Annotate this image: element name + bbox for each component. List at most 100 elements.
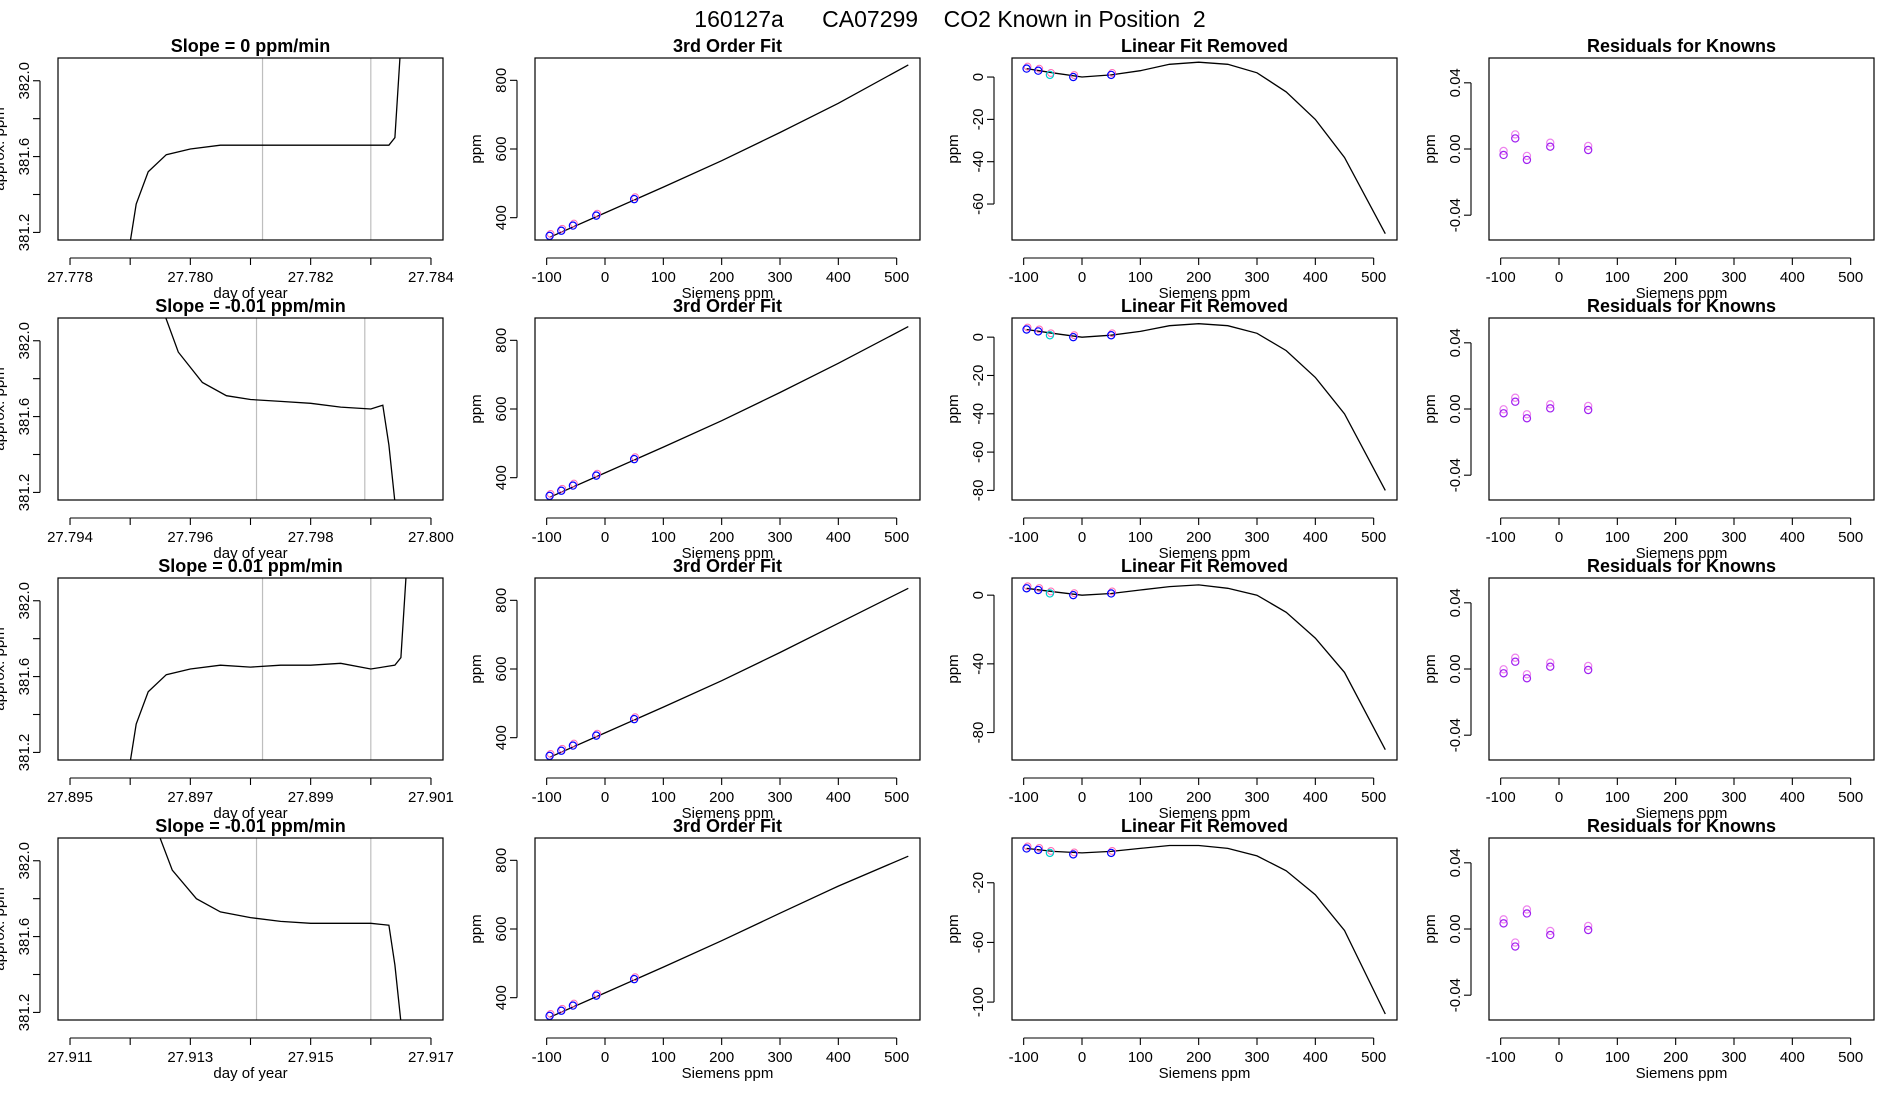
x-tick-label: -100 — [1486, 789, 1516, 806]
data-point — [1522, 155, 1532, 165]
panel-title: 3rd Order Fit — [673, 816, 782, 836]
panel-2-4: Residuals for Knowns -100 0 100 200 300 400 500… — [1422, 296, 1875, 562]
y-tick-label: 381.6 — [16, 398, 33, 436]
data-point — [1522, 909, 1532, 918]
x-tick-label: 300 — [1244, 1049, 1269, 1066]
x-axis-label: Siemens ppm — [682, 1065, 774, 1082]
x-tick-label: -100 — [532, 1049, 562, 1066]
x-tick-label: 300 — [1721, 269, 1746, 286]
y-axis-label: ppm — [468, 914, 485, 943]
y-axis-label: ppm — [1422, 654, 1439, 683]
x-tick-label: 500 — [884, 1049, 909, 1066]
panel-title: Linear Fit Removed — [1121, 556, 1288, 576]
data-point — [1499, 409, 1508, 418]
data-point — [629, 194, 639, 204]
y-tick-label: 800 — [493, 68, 510, 93]
plot-frame — [57, 837, 444, 1021]
data-point-secondary — [1499, 665, 1508, 674]
y-axis-label: approx. ppm — [0, 367, 8, 450]
data-point — [1499, 150, 1508, 160]
panel-title: Slope = 0.01 ppm/min — [158, 556, 343, 576]
y-axis-label: ppm — [468, 134, 485, 163]
x-tick-label: -100 — [1486, 269, 1516, 286]
x-tick-label: 100 — [1605, 529, 1630, 546]
data-point-secondary — [1499, 915, 1508, 924]
y-tick-label: -80 — [970, 480, 987, 502]
x-tick-label: 300 — [1244, 269, 1269, 286]
x-tick-label: -100 — [1009, 529, 1039, 546]
panel-4-3: Linear Fit Removed -100 0 100 200 300 400 500 Si… — [945, 816, 1398, 1082]
x-tick-label: 100 — [651, 1049, 676, 1066]
x-tick-label: -100 — [1486, 1049, 1516, 1066]
data-point — [1106, 589, 1116, 598]
data-point — [1069, 332, 1078, 342]
x-axis-label: Siemens ppm — [1636, 285, 1728, 302]
data-point-secondary — [1546, 400, 1555, 409]
y-tick-label: 382.0 — [16, 322, 33, 360]
plot-frame — [1011, 57, 1398, 241]
data-point — [1106, 331, 1116, 340]
y-tick-label: 400 — [493, 205, 510, 230]
y-tick-label: -20 — [970, 365, 987, 387]
data-point-secondary — [1546, 926, 1555, 936]
x-tick-label: 400 — [1303, 529, 1328, 546]
data-point-secondary — [558, 1004, 567, 1013]
y-tick-label: 381.6 — [16, 138, 33, 176]
x-tick-label: -100 — [1486, 529, 1516, 546]
panel-2-1: Slope = -0.01 ppm/min 27.794 27.796 27.798 2… — [0, 296, 454, 562]
data-point-secondary — [1023, 62, 1032, 71]
x-tick-label: 200 — [709, 789, 734, 806]
x-axis-label: day of year — [213, 805, 287, 822]
data-point-secondary — [1583, 401, 1593, 411]
y-tick-label: 0.00 — [1447, 134, 1464, 163]
y-axis-label: approx. ppm — [0, 107, 8, 190]
y-axis-label: ppm — [945, 654, 962, 683]
data-point — [568, 741, 578, 750]
data-point-secondary — [1499, 146, 1508, 156]
y-tick-label: 600 — [493, 396, 510, 421]
x-tick-label: 300 — [1244, 789, 1269, 806]
x-tick-label: 500 — [1838, 269, 1863, 286]
data-point — [1546, 662, 1555, 671]
x-tick-label: 27.778 — [47, 269, 93, 286]
x-tick-label: 27.913 — [167, 1049, 213, 1066]
data-point — [1022, 844, 1031, 853]
x-tick-label: 300 — [767, 1049, 792, 1066]
x-axis-label: day of year — [213, 1065, 287, 1082]
y-tick-label: -80 — [970, 722, 987, 744]
x-tick-label: 100 — [1605, 269, 1630, 286]
series-line — [1026, 323, 1386, 491]
x-tick-label: 200 — [709, 529, 734, 546]
plot-frame — [534, 837, 921, 1021]
data-point-secondary — [1070, 71, 1079, 79]
panel-2-3: Linear Fit Removed -100 0 100 200 300 400 500 Si… — [945, 296, 1398, 562]
plot-frame — [1488, 57, 1875, 241]
data-point-secondary — [1035, 325, 1044, 334]
panel-title: 3rd Order Fit — [673, 36, 782, 56]
series-line — [1026, 61, 1386, 235]
data-point-secondary — [1108, 69, 1117, 77]
y-tick-label: 0.00 — [1447, 654, 1464, 683]
panel-4-1: Slope = -0.01 ppm/min 27.911 27.913 27.915 2… — [0, 816, 454, 1082]
x-tick-label: 100 — [651, 269, 676, 286]
plot-frame — [1488, 577, 1875, 761]
data-point-secondary — [570, 479, 578, 488]
data-point-secondary — [593, 209, 602, 218]
x-tick-label: 200 — [1186, 529, 1211, 546]
y-tick-label: 400 — [493, 725, 510, 750]
data-point-secondary — [1522, 151, 1532, 161]
data-point-secondary — [1511, 938, 1520, 947]
data-point-secondary — [1108, 587, 1117, 596]
data-point — [1045, 589, 1055, 598]
y-tick-label: 800 — [493, 328, 510, 353]
y-tick-label: 400 — [493, 465, 510, 490]
data-point-secondary — [631, 453, 640, 462]
data-point — [1045, 331, 1055, 340]
data-point-secondary — [1511, 130, 1520, 139]
data-point-secondary — [570, 999, 578, 1008]
y-axis-label: ppm — [945, 134, 962, 163]
series-line — [549, 326, 909, 498]
x-tick-label: 27.782 — [288, 269, 334, 286]
y-tick-label: 600 — [493, 656, 510, 681]
x-tick-label: 27.915 — [288, 1049, 334, 1066]
